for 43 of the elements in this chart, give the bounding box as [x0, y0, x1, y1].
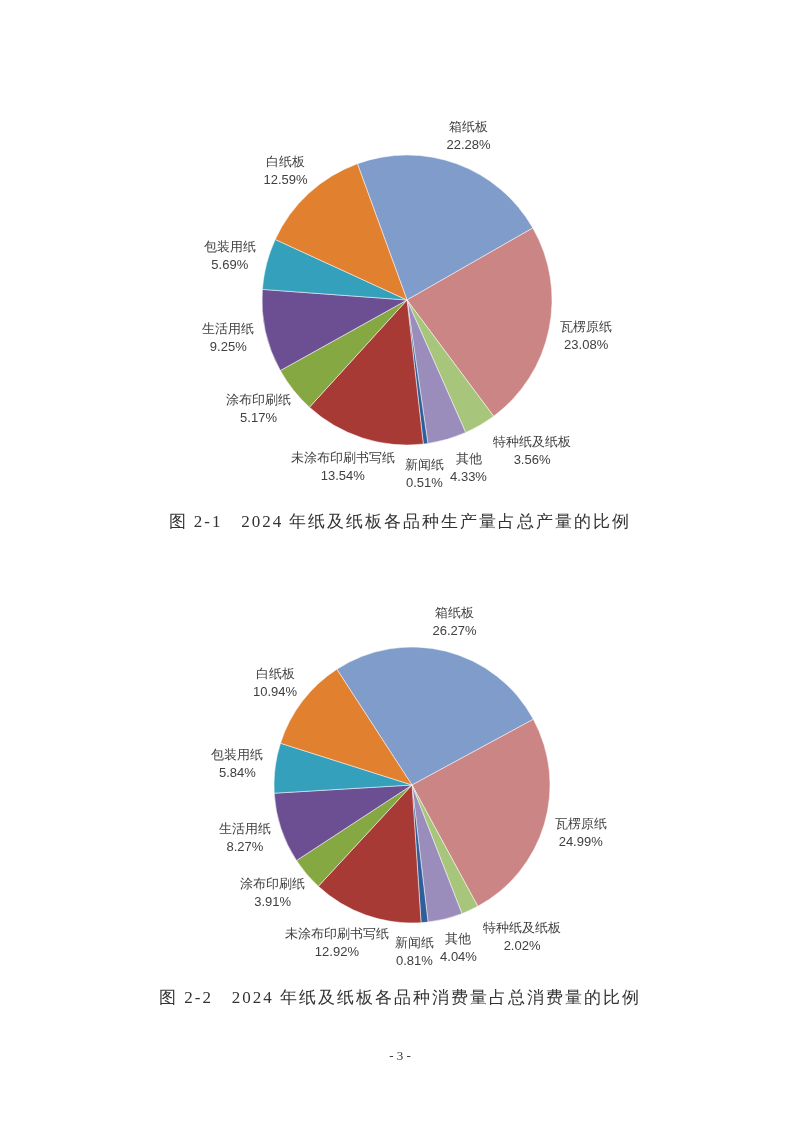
slice-label: 未涂布印刷书写纸	[290, 449, 395, 465]
data-label: 12.92%	[314, 944, 360, 960]
data-label: 22.28%	[446, 136, 492, 152]
slice-label: 涂布印刷纸	[226, 391, 292, 407]
data-label: 10.94%	[252, 684, 298, 700]
data-label: 12.59%	[263, 172, 309, 188]
data-label: 0.81%	[395, 953, 434, 969]
data-label: 3.56%	[513, 452, 551, 468]
data-label: 4.33%	[450, 469, 488, 485]
data-label: 5.84%	[218, 765, 257, 781]
data-label: 24.99%	[558, 833, 604, 849]
data-label: 9.25%	[209, 338, 248, 354]
data-label: 8.27%	[226, 838, 264, 854]
data-label: 0.51%	[405, 474, 444, 490]
slice-label: 包装用纸	[211, 747, 264, 763]
slice-label: 新闻纸	[394, 935, 434, 951]
data-label: 23.08%	[564, 336, 609, 352]
slice-label: 箱纸板	[449, 118, 489, 134]
slice-label: 涂布印刷纸	[240, 876, 306, 892]
data-label: 5.17%	[240, 409, 278, 425]
data-label: 5.69%	[211, 257, 249, 273]
slice-label: 生活用纸	[218, 820, 271, 836]
text: 图 2-1 2024 年纸及纸板各品种生产量占总产量的比例	[168, 512, 632, 531]
slice-label: 白纸板	[255, 666, 295, 682]
text: - 3 -	[389, 1048, 411, 1063]
slice-label: 瓦楞原纸	[560, 318, 613, 334]
data-label: 4.04%	[440, 949, 478, 965]
slice-label: 其他	[445, 931, 472, 947]
data-label: 26.27%	[432, 623, 477, 639]
slice-label: 其他	[455, 451, 482, 467]
slice-label: 白纸板	[266, 154, 306, 170]
slice-label: 瓦楞原纸	[554, 815, 607, 831]
text: 图 2-2 2024 年纸及纸板各品种消费量占总消费量的比例	[159, 988, 641, 1007]
slice-label: 特种纸及纸板	[493, 434, 572, 450]
slice-label: 新闻纸	[404, 456, 444, 472]
data-label: 2.02%	[503, 938, 541, 954]
slice-label: 未涂布印刷书写纸	[284, 926, 389, 942]
slice-label: 箱纸板	[434, 605, 474, 621]
data-label: 3.91%	[254, 894, 292, 910]
data-label: 13.54%	[320, 467, 366, 483]
slice-label: 包装用纸	[203, 239, 256, 255]
slice-label: 生活用纸	[202, 320, 255, 336]
slice-label: 特种纸及纸板	[483, 920, 562, 936]
